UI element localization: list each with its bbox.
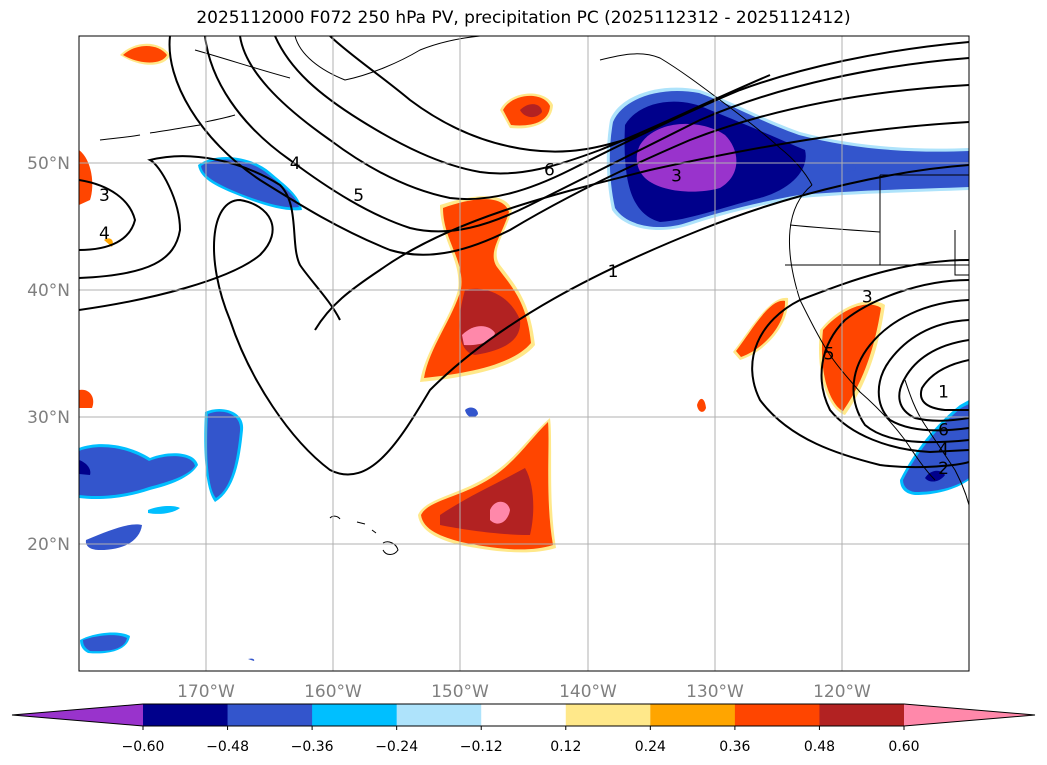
colorbar-tick-label: −0.12 [460,739,503,755]
precip-blob-dateline [79,43,170,408]
gridlines [79,36,969,671]
x-tick-label: 150°W [431,682,489,702]
y-tick-label: 30°N [27,408,70,428]
colorbar-tick-label: 0.48 [804,739,835,755]
contour-label: 1 [608,262,619,282]
colorbar-segment [819,704,905,726]
contour-label: 4 [290,154,301,174]
colorbar-segment [227,704,313,726]
plot-frame [78,35,970,672]
colorbar-extend-max [904,704,1035,726]
contour-label: 6 [544,160,555,180]
contour-label: 1 [938,383,949,403]
chart-title: 2025112000 F072 250 hPa PV, precipitatio… [196,8,851,28]
y-axis-tick-labels: 20°N 30°N 40°N 50°N [27,154,70,555]
contour-label: 5 [353,186,364,206]
precip-blob-south [418,418,556,553]
x-tick-label: 140°W [559,682,617,702]
colorbar-tick-label: 0.24 [635,739,666,755]
x-tick-label: 170°W [177,682,235,702]
precip-blob-gulf-alaska [500,93,553,129]
colorbar-segment [312,704,398,726]
x-tick-label: 130°W [686,682,744,702]
x-tick-label: 120°W [813,682,871,702]
colorbar-segment [734,704,820,726]
contour-label: 2 [938,459,949,479]
colorbar-segment [143,704,229,726]
colorbar-tick-label: 0.12 [550,739,581,755]
colorbar-tick-label: −0.24 [375,739,418,755]
colorbar-segment [650,704,736,726]
colorbar-tick-label: −0.36 [291,739,334,755]
contour-label: 3 [99,186,110,206]
precip-blob-baja [900,400,969,495]
contour-label: 3 [671,167,682,187]
contour-label: 6 [938,421,949,441]
contour-label: 3 [862,287,873,307]
coastlines [99,36,969,555]
precip-blob-central [420,196,535,382]
precip-blob-west-blue [79,156,856,661]
colorbar-tick-label: −0.48 [206,739,249,755]
x-tick-label: 160°W [304,682,362,702]
colorbar-segment [396,704,482,726]
colorbar-tick-label: 0.60 [888,739,919,755]
colorbar-tick-label: −0.60 [122,739,165,755]
pv-contours [79,36,969,476]
y-tick-label: 20°N [27,535,70,555]
colorbar-tick-label: 0.36 [719,739,750,755]
colorbar-segment [565,704,651,726]
x-axis-tick-labels: 170°W 160°W 150°W 140°W 130°W 120°W [177,682,871,702]
contour-label: 4 [99,224,110,244]
y-tick-label: 50°N [27,154,70,174]
colorbar-segment [481,704,567,726]
colorbar: −0.60 −0.48 −0.36 −0.24 −0.12 0.12 0.24 0.36 0.4… [11,703,1036,755]
colorbar-extend-min [12,704,143,726]
contour-label: 4 [938,440,949,460]
y-tick-label: 40°N [27,281,70,301]
contour-label: 5 [824,345,835,365]
